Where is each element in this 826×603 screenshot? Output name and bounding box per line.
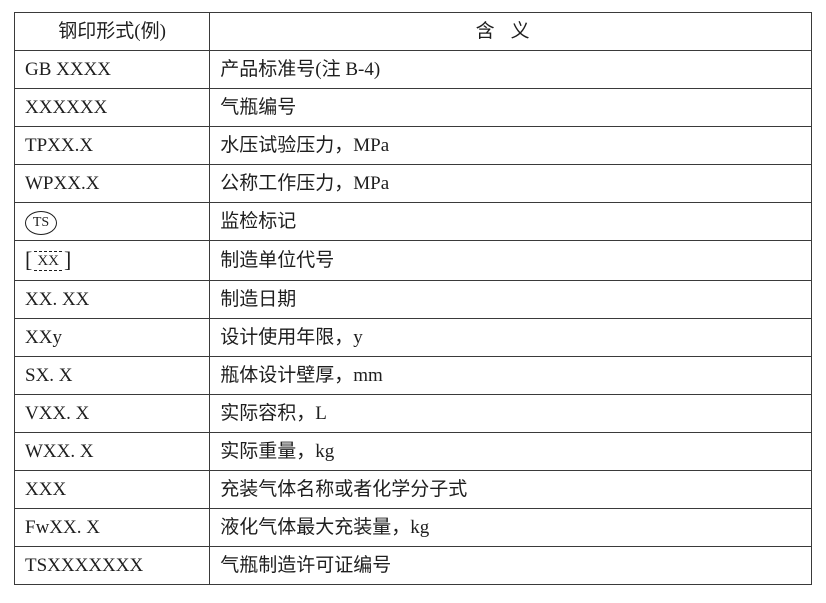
meaning-cell: 气瓶编号	[210, 89, 812, 127]
table-row: FwXX. X液化气体最大充装量，kg	[15, 508, 812, 546]
table-row: TS 监检标记	[15, 203, 812, 241]
table-row: VXX. X实际容积，L	[15, 394, 812, 432]
meaning-cell: 公称工作压力，MPa	[210, 165, 812, 203]
stamp-cell: TSXXXXXXX	[15, 546, 210, 584]
stamp-cell: TS	[15, 203, 210, 241]
dashed-box-stamp: [XX]	[25, 247, 71, 275]
meaning-cell: 制造单位代号	[210, 241, 812, 281]
stamp-cell: [XX]	[15, 241, 210, 281]
table-header: 钢印形式(例) 含义	[15, 13, 812, 51]
meaning-cell: 实际重量，kg	[210, 432, 812, 470]
meaning-cell: 产品标准号(注 B-4)	[210, 51, 812, 89]
stamp-cell: GB XXXX	[15, 51, 210, 89]
table-row: TPXX.X水压试验压力，MPa	[15, 127, 812, 165]
page: 钢印形式(例) 含义 GB XXXX产品标准号(注 B-4)XXXXXX气瓶编号…	[0, 0, 826, 603]
stamp-cell: XX. XX	[15, 280, 210, 318]
meaning-cell: 充装气体名称或者化学分子式	[210, 470, 812, 508]
table-row: [XX] 制造单位代号	[15, 241, 812, 281]
column-header-stamp: 钢印形式(例)	[15, 13, 210, 51]
ts-circle-icon: TS	[25, 211, 57, 235]
table-row: GB XXXX产品标准号(注 B-4)	[15, 51, 812, 89]
stamp-cell: FwXX. X	[15, 508, 210, 546]
stamp-cell: SX. X	[15, 356, 210, 394]
left-bracket-icon: [	[25, 246, 32, 274]
dashed-box-text: XX	[34, 251, 62, 271]
meaning-cell: 气瓶制造许可证编号	[210, 546, 812, 584]
table-row: SX. X瓶体设计壁厚，mm	[15, 356, 812, 394]
stamp-cell: WPXX.X	[15, 165, 210, 203]
table-body: GB XXXX产品标准号(注 B-4)XXXXXX气瓶编号TPXX.X水压试验压…	[15, 51, 812, 585]
stamp-cell: VXX. X	[15, 394, 210, 432]
table-header-row: 钢印形式(例) 含义	[15, 13, 812, 51]
table-row: WXX. X实际重量，kg	[15, 432, 812, 470]
meaning-cell: 设计使用年限，y	[210, 318, 812, 356]
stamp-cell: XXXXXX	[15, 89, 210, 127]
table-row: XXXXXX气瓶编号	[15, 89, 812, 127]
column-header-meaning: 含义	[210, 13, 812, 51]
meaning-cell: 监检标记	[210, 203, 812, 241]
right-bracket-icon: ]	[64, 246, 71, 274]
meaning-cell: 制造日期	[210, 280, 812, 318]
table-row: XXy设计使用年限，y	[15, 318, 812, 356]
meaning-cell: 瓶体设计壁厚，mm	[210, 356, 812, 394]
meaning-cell: 液化气体最大充装量，kg	[210, 508, 812, 546]
table-row: XX. XX制造日期	[15, 280, 812, 318]
stamp-meaning-table: 钢印形式(例) 含义 GB XXXX产品标准号(注 B-4)XXXXXX气瓶编号…	[14, 12, 812, 585]
table-row: XXX充装气体名称或者化学分子式	[15, 470, 812, 508]
table-row: WPXX.X公称工作压力，MPa	[15, 165, 812, 203]
stamp-cell: TPXX.X	[15, 127, 210, 165]
stamp-cell: XXy	[15, 318, 210, 356]
table-row: TSXXXXXXX气瓶制造许可证编号	[15, 546, 812, 584]
meaning-cell: 水压试验压力，MPa	[210, 127, 812, 165]
meaning-cell: 实际容积，L	[210, 394, 812, 432]
stamp-cell: WXX. X	[15, 432, 210, 470]
stamp-cell: XXX	[15, 470, 210, 508]
